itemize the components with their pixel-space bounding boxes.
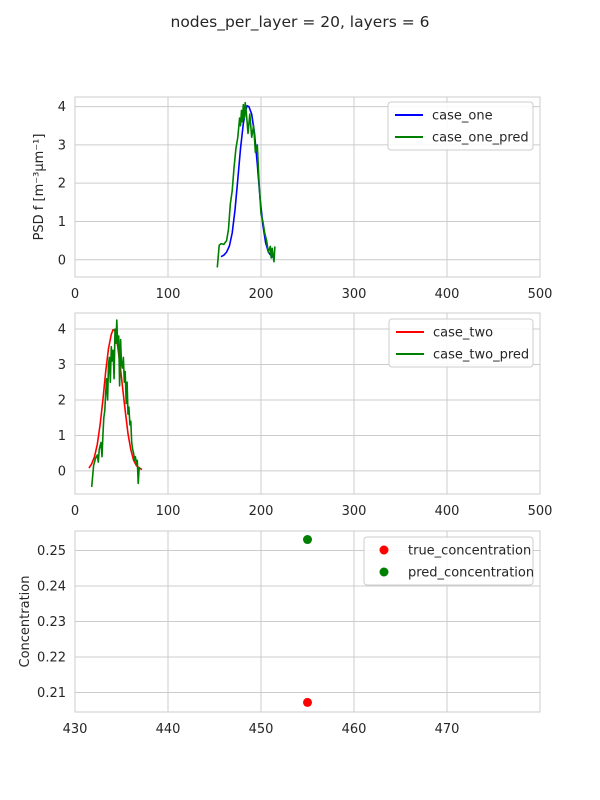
legend-label: true_concentration xyxy=(408,544,531,559)
data-layer xyxy=(303,535,312,707)
series-line-case_one_pred xyxy=(216,101,276,268)
x-tick-label: 300 xyxy=(342,504,367,519)
legend-swatch xyxy=(379,545,389,555)
series-line-case_two_pred xyxy=(90,319,141,487)
x-tick-label: 470 xyxy=(435,722,460,737)
x-tick-label: 200 xyxy=(249,504,274,519)
y-tick-label: 0.23 xyxy=(37,615,66,630)
data-layer xyxy=(88,319,143,487)
legend-swatch xyxy=(379,567,389,577)
y-tick-label: 4 xyxy=(58,100,66,115)
x-tick-label: 430 xyxy=(63,722,88,737)
subplot-1: 0 100 200 300 400 500 0 1 2 3 4 PSD f [m⁻³μm⁻¹] case… xyxy=(32,96,553,302)
x-tick-label: 0 xyxy=(71,287,79,302)
x-tick-label: 300 xyxy=(342,287,367,302)
x-tick-label: 500 xyxy=(528,287,553,302)
x-tick-label: 200 xyxy=(249,287,274,302)
data-layer xyxy=(216,101,276,268)
y-axis-label: PSD f [m⁻³μm⁻¹] xyxy=(32,134,47,241)
y-tick-label: 2 xyxy=(58,177,66,192)
x-tick-label: 100 xyxy=(156,287,181,302)
scatter-point-pred_concentration xyxy=(303,535,312,545)
y-tick-label: 2 xyxy=(58,393,66,408)
legend-label: case_one_pred xyxy=(432,131,529,146)
legend: case_two case_two_pred xyxy=(388,318,534,368)
legend-box xyxy=(388,318,534,368)
series-line-case_one xyxy=(220,105,275,259)
y-tick-label: 3 xyxy=(58,358,66,373)
x-tick-label: 400 xyxy=(435,504,460,519)
y-tick-label: 0 xyxy=(58,253,66,268)
y-tick-label: 4 xyxy=(58,322,66,337)
y-tick-label: 0 xyxy=(58,464,66,479)
legend-box xyxy=(363,536,534,586)
y-tick-label: 0.25 xyxy=(37,544,66,559)
y-tick-label: 1 xyxy=(58,429,66,444)
x-tick-label: 460 xyxy=(342,722,367,737)
legend-box xyxy=(387,101,534,151)
y-tick-label: 1 xyxy=(58,215,66,230)
x-tick-label: 0 xyxy=(71,504,79,519)
axes-frame xyxy=(74,96,541,278)
legend: true_concentration pred_concentration xyxy=(363,536,534,586)
axes-frame xyxy=(74,312,541,495)
y-tick-label: 0.21 xyxy=(37,686,66,701)
subplot-2: 0 100 200 300 400 500 0 1 2 3 4 case_two case_two_pr… xyxy=(58,312,553,519)
x-tick-label: 440 xyxy=(156,722,181,737)
y-tick-label: 0.24 xyxy=(37,580,66,595)
legend-label: case_two_pred xyxy=(433,348,529,363)
y-tick-label: 3 xyxy=(58,138,66,153)
y-tick-label: 0.22 xyxy=(37,650,66,665)
legend: case_one case_one_pred xyxy=(387,101,534,151)
legend-label: case_two xyxy=(433,326,493,341)
scatter-point-true_concentration xyxy=(303,697,312,707)
x-tick-label: 450 xyxy=(249,722,274,737)
x-tick-label: 500 xyxy=(528,504,553,519)
x-tick-label: 100 xyxy=(156,504,181,519)
x-tick-label: 400 xyxy=(435,287,460,302)
figure-title: nodes_per_layer = 20, layers = 6 xyxy=(171,13,430,32)
legend-label: case_one xyxy=(432,109,493,124)
y-axis-label: Concentration xyxy=(18,576,33,668)
legend-label: pred_concentration xyxy=(408,566,534,581)
axes-frame xyxy=(74,530,541,713)
subplot-3: 430 440 450 460 470 0.21 0.22 0.23 0.24 0.25 Conce… xyxy=(18,530,541,737)
